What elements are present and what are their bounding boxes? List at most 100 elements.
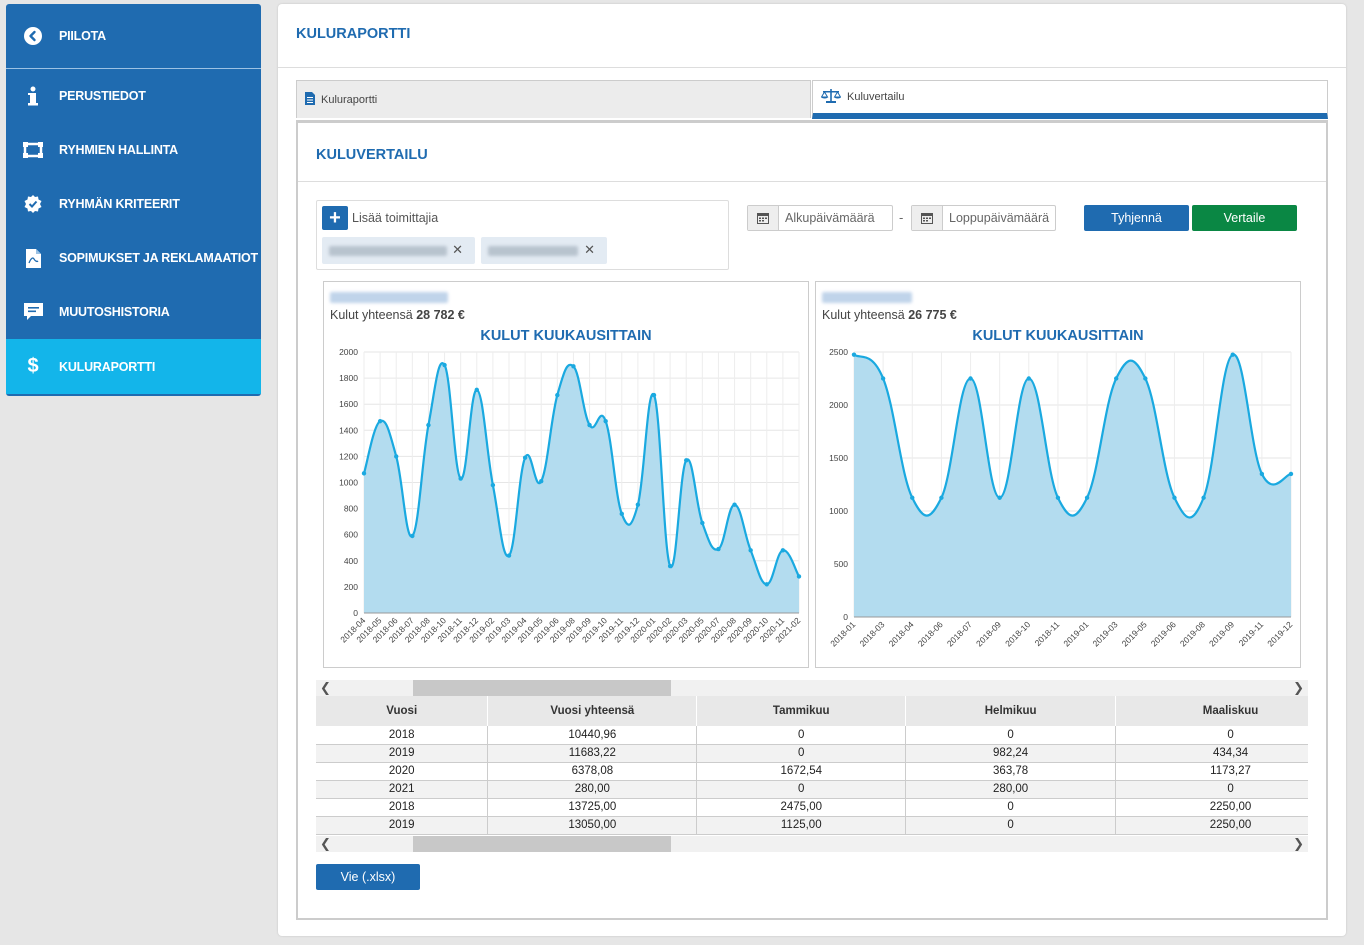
data-point[interactable] <box>667 563 673 569</box>
column-header[interactable]: Vuosi yhteensä <box>487 696 698 726</box>
scroll-left-icon[interactable]: ❮ <box>320 836 331 851</box>
scroll-left-icon[interactable]: ❮ <box>320 680 331 695</box>
data-point[interactable] <box>490 482 496 488</box>
data-point[interactable] <box>997 495 1002 500</box>
data-point[interactable] <box>780 548 786 553</box>
y-tick-label: 0 <box>843 612 848 622</box>
column-header[interactable]: Helmikuu <box>905 696 1117 726</box>
x-tick-label: 2018-01 <box>828 619 857 648</box>
data-point[interactable] <box>1143 376 1148 381</box>
total-costs-value: 28 782 € <box>416 308 465 322</box>
supplier-chip: ✕ <box>481 237 607 264</box>
area-fill <box>364 363 799 613</box>
data-point[interactable] <box>1201 495 1206 500</box>
sidebar-item-basic-info[interactable]: PERUSTIEDOT <box>6 69 261 123</box>
add-supplier-label[interactable]: Lisää toimittajia <box>352 211 439 225</box>
data-point[interactable] <box>474 387 479 393</box>
scroll-right-icon[interactable]: ❯ <box>1293 836 1304 851</box>
horizontal-scrollbar-bottom[interactable]: ❮ ❯ <box>316 836 1308 852</box>
data-point[interactable] <box>539 478 544 484</box>
x-tick-label: 2019-05 <box>1120 619 1149 648</box>
sidebar-item-label: SOPIMUKSET JA REKLAMAATIOT <box>59 251 258 265</box>
data-point[interactable] <box>555 392 560 398</box>
data-point[interactable] <box>716 546 721 552</box>
data-point[interactable] <box>651 392 657 398</box>
data-point[interactable] <box>1055 495 1061 500</box>
data-point[interactable] <box>939 495 944 500</box>
tab-expense-comparison[interactable]: Kuluvertailu <box>812 80 1328 119</box>
data-point[interactable] <box>910 495 915 500</box>
scrollbar-thumb[interactable] <box>413 680 671 696</box>
y-tick-label: 600 <box>344 530 358 540</box>
table-cell: 6378,08 <box>487 762 698 781</box>
horizontal-scrollbar-top[interactable]: ❮ ❯ <box>316 680 1308 696</box>
data-point[interactable] <box>1114 376 1119 381</box>
table-row: 2018 13725,00 2475,00 0 2250,00 <box>316 798 1308 817</box>
sidebar-item-change-history[interactable]: MUUTOSHISTORIA <box>6 285 261 339</box>
data-point[interactable] <box>377 418 383 424</box>
end-date-field[interactable]: Loppupäivämäärä <box>911 205 1056 231</box>
sidebar-item-group-management[interactable]: RYHMIEN HALLINTA <box>6 123 261 177</box>
data-point[interactable] <box>571 364 576 369</box>
data-point[interactable] <box>684 458 689 463</box>
add-supplier-button[interactable]: + <box>322 206 348 230</box>
chart-title: KULUT KUUKAUSITTAIN <box>972 328 1144 344</box>
calendar-icon[interactable] <box>912 206 943 230</box>
compare-button[interactable]: Vertaile <box>1192 205 1297 231</box>
table-row: 2019 13050,00 1125,00 0 2250,00 <box>316 816 1308 835</box>
data-point[interactable] <box>700 520 705 526</box>
data-point[interactable] <box>394 454 399 459</box>
data-point[interactable] <box>619 511 624 517</box>
data-point[interactable] <box>851 352 857 357</box>
data-point[interactable] <box>796 574 802 579</box>
data-point[interactable] <box>603 418 608 424</box>
sidebar-item-expense-report[interactable]: $ KULURAPORTTI <box>6 339 261 394</box>
data-point[interactable] <box>587 422 592 428</box>
y-tick-label: 2500 <box>829 347 848 357</box>
column-header[interactable]: Maaliskuu <box>1115 696 1308 726</box>
data-point[interactable] <box>1172 495 1177 500</box>
comparison-panel: KULUVERTAILU + Lisää toimittajia ✕ ✕ Alk… <box>296 120 1328 920</box>
data-point[interactable] <box>1084 495 1090 500</box>
x-tick-label: 2019-12 <box>1265 619 1294 648</box>
data-point[interactable] <box>506 553 512 558</box>
column-header[interactable]: Vuosi <box>316 696 489 726</box>
table-row: 2018 10440,96 0 0 0 <box>316 726 1308 745</box>
data-point[interactable] <box>1026 376 1031 381</box>
scroll-right-icon[interactable]: ❯ <box>1293 680 1304 695</box>
data-point[interactable] <box>732 502 737 507</box>
chart-title: KULUT KUUKAUSITTAIN <box>480 328 652 344</box>
table-cell: 1173,27 <box>1115 762 1308 781</box>
data-point[interactable] <box>361 471 367 476</box>
tab-expense-report[interactable]: Kuluraportti <box>296 80 811 118</box>
data-point[interactable] <box>748 548 753 553</box>
sidebar-item-contracts[interactable]: SOPIMUKSET JA REKLAMAATIOT <box>6 231 261 285</box>
data-point[interactable] <box>635 502 641 507</box>
data-point[interactable] <box>1288 471 1294 477</box>
data-point[interactable] <box>1230 352 1235 357</box>
remove-supplier-icon[interactable]: ✕ <box>452 242 463 257</box>
clear-button[interactable]: Tyhjennä <box>1084 205 1189 231</box>
export-xlsx-button[interactable]: Vie (.xlsx) <box>316 864 420 890</box>
x-tick-label: 2019-08 <box>1178 619 1207 648</box>
data-point[interactable] <box>880 376 886 381</box>
sidebar-item-group-criteria[interactable]: RYHMÄN KRITEERIT <box>6 177 261 231</box>
data-point[interactable] <box>1259 471 1265 477</box>
scrollbar-thumb[interactable] <box>413 836 671 852</box>
data-point[interactable] <box>442 362 447 368</box>
data-point[interactable] <box>968 376 973 381</box>
data-point[interactable] <box>522 455 528 460</box>
table-cell: 13050,00 <box>487 816 698 835</box>
sidebar-item-hide[interactable]: PIILOTA <box>6 4 261 69</box>
x-tick-label: 2018-07 <box>945 619 974 648</box>
calendar-icon[interactable] <box>748 206 779 230</box>
data-point[interactable] <box>764 582 769 587</box>
start-date-field[interactable]: Alkupäivämäärä <box>747 205 893 231</box>
data-point[interactable] <box>426 422 431 428</box>
column-header[interactable]: Tammikuu <box>696 696 907 726</box>
data-point[interactable] <box>410 533 415 539</box>
remove-supplier-icon[interactable]: ✕ <box>584 242 595 257</box>
data-point[interactable] <box>458 476 463 481</box>
y-tick-label: 1000 <box>829 506 848 516</box>
table-cell: 2475,00 <box>696 798 907 817</box>
